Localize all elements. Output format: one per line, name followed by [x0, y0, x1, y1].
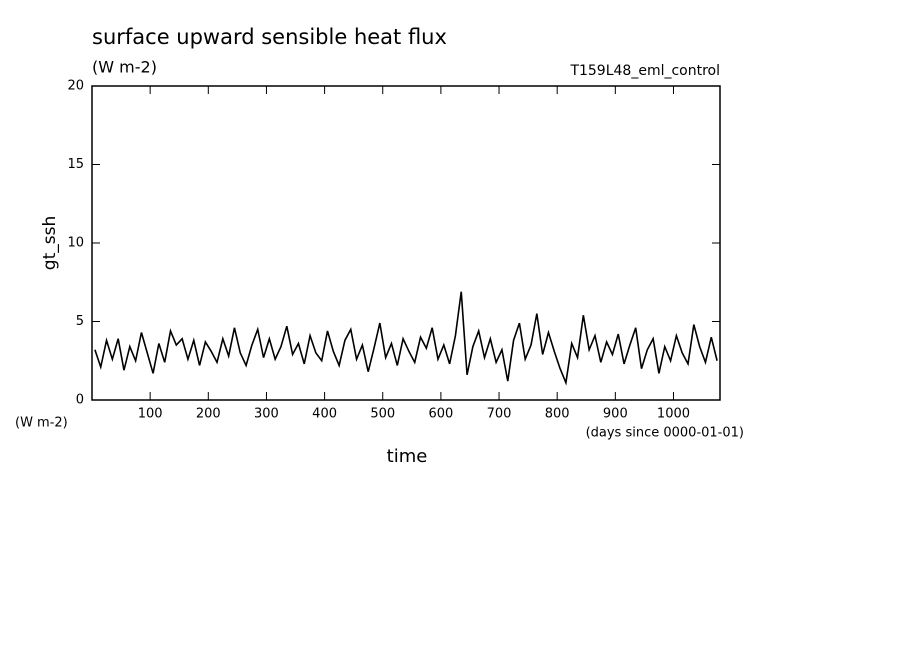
y-tick-label: 15 [67, 157, 84, 172]
x-tick-label: 900 [603, 407, 628, 422]
x-tick-label: 700 [487, 407, 512, 422]
chart-subtitle: (W m-2) [92, 58, 157, 77]
chart-title: surface upward sensible heat flux [92, 25, 447, 49]
x-axis-label: time [387, 446, 428, 467]
x-tick-label: 300 [254, 407, 279, 422]
y-tick-label: 10 [67, 236, 84, 251]
x-unit: (days since 0000-01-01) [586, 426, 744, 441]
experiment-label: T159L48_eml_control [569, 63, 720, 79]
x-tick-label: 600 [428, 407, 453, 422]
x-tick-label: 500 [370, 407, 395, 422]
y-unit: (W m-2) [15, 416, 68, 431]
y-tick-label: 0 [76, 393, 84, 408]
x-tick-label: 100 [138, 407, 163, 422]
y-tick-label: 5 [76, 314, 84, 329]
y-axis-label: gt_ssh [40, 216, 60, 270]
data-line [94, 291, 718, 386]
x-tick-label: 800 [545, 407, 570, 422]
x-tick-label: 1000 [657, 407, 690, 422]
x-tick-label: 400 [312, 407, 337, 422]
y-tick-label: 20 [67, 79, 84, 94]
x-tick-label: 200 [196, 407, 221, 422]
